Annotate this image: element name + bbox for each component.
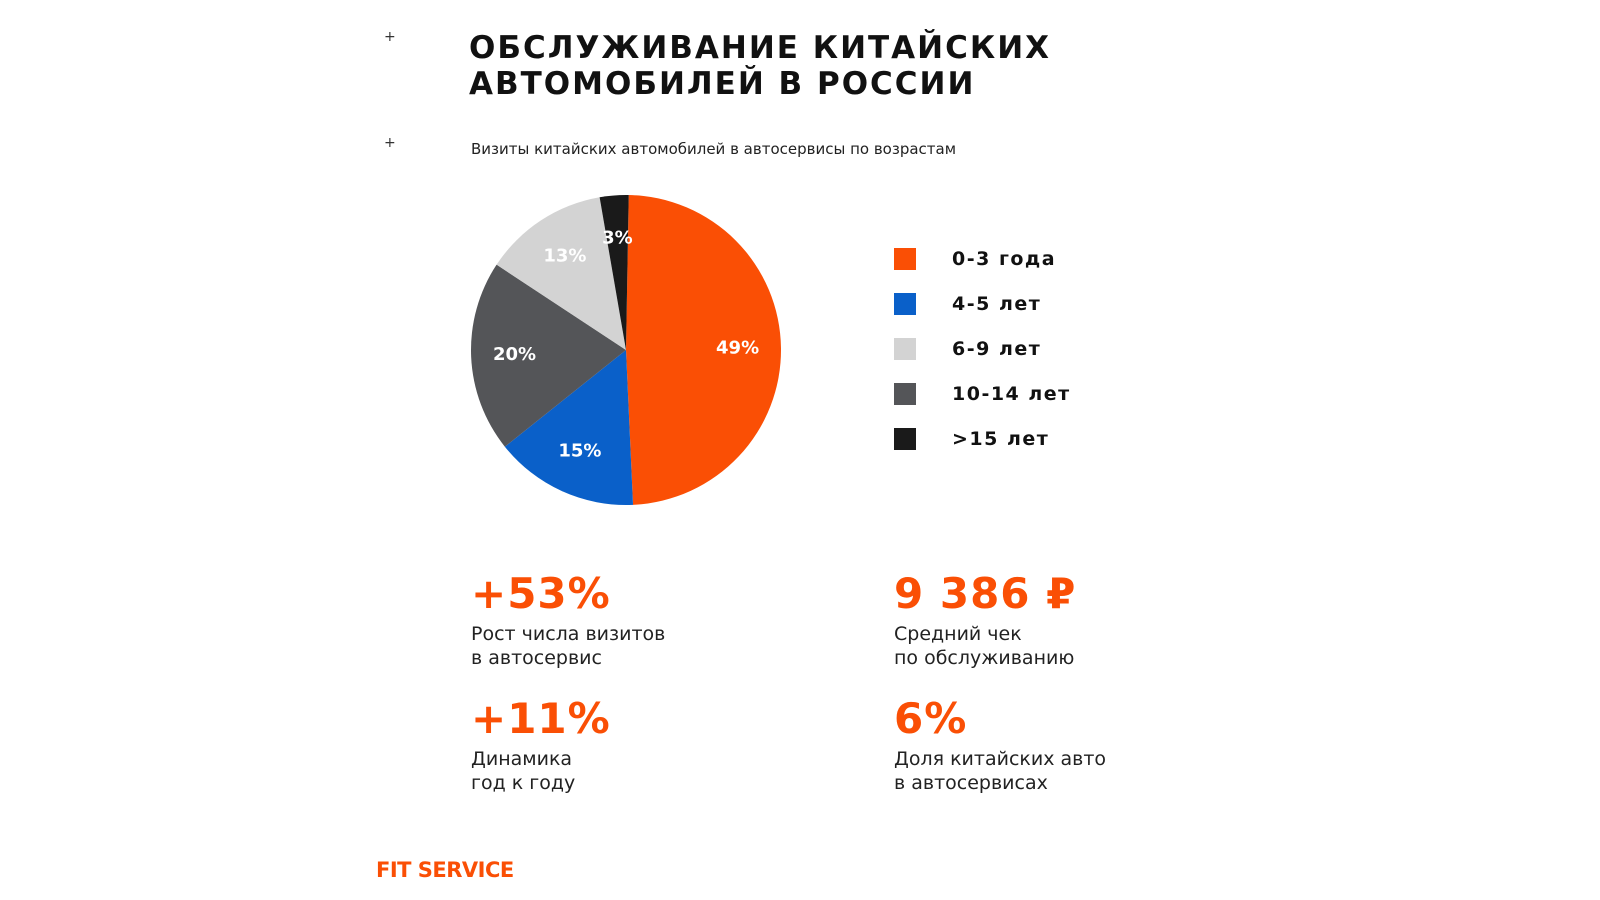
- stat-average-check: 9 386 ₽ Средний чек по обслуживанию: [894, 572, 1076, 670]
- pie-slice: [504, 350, 634, 505]
- pie-slice-label: 49%: [716, 337, 759, 358]
- pie-slice: [471, 264, 626, 447]
- stat-visit-growth: +53% Рост числа визитов в автосервис: [471, 572, 665, 670]
- pie-chart: 49% 15% 20% 13% 3%: [471, 195, 781, 505]
- legend-label: 10-14 лет: [952, 383, 1071, 405]
- stat-description: Динамика год к году: [471, 747, 611, 795]
- title-line-2: АВТОМОБИЛЕЙ В РОССИИ: [469, 66, 976, 102]
- legend-swatch: [894, 338, 916, 360]
- stat-description-line: Динамика: [471, 748, 573, 770]
- pie-slice-label: 13%: [543, 246, 586, 267]
- chart-subtitle: Визиты китайских автомобилей в автосерви…: [471, 140, 957, 158]
- stat-description-line: в автосервисах: [894, 772, 1048, 794]
- pie-slice-label: 15%: [558, 441, 601, 462]
- brand-logo: FIT SERVICE: [376, 858, 514, 882]
- page-title: ОБСЛУЖИВАНИЕ КИТАЙСКИХ АВТОМОБИЛЕЙ В РОС…: [469, 30, 1051, 102]
- legend-swatch: [894, 293, 916, 315]
- plus-mark: +: [384, 135, 396, 151]
- title-line-1: ОБСЛУЖИВАНИЕ КИТАЙСКИХ: [469, 30, 1052, 66]
- stat-yoy-dynamics: +11% Динамика год к году: [471, 697, 611, 795]
- legend-item: 10-14 лет: [894, 383, 1071, 405]
- plus-mark: +: [384, 29, 396, 45]
- pie-slice: [496, 197, 626, 350]
- stat-value: +11%: [471, 694, 611, 743]
- stat-value: 6%: [894, 694, 968, 743]
- pie-slice: [626, 195, 781, 505]
- stat-value: +53%: [471, 569, 611, 618]
- legend-swatch: [894, 248, 916, 270]
- legend-label: 0-3 года: [952, 248, 1057, 270]
- legend-swatch: [894, 428, 916, 450]
- legend-label: 6-9 лет: [952, 338, 1042, 360]
- stat-value: 9 386 ₽: [894, 569, 1077, 618]
- stat-description: Рост числа визитов в автосервис: [471, 622, 665, 670]
- stat-description-line: по обслуживанию: [894, 647, 1075, 669]
- legend-item: 4-5 лет: [894, 293, 1071, 315]
- stat-description-line: Доля китайских авто: [894, 748, 1107, 770]
- pie-slice-label: 20%: [493, 344, 536, 365]
- pie-slice: [599, 195, 629, 350]
- stat-chinese-share: 6% Доля китайских авто в автосервисах: [894, 697, 1106, 795]
- legend-swatch: [894, 383, 916, 405]
- legend-item: >15 лет: [894, 428, 1071, 450]
- chart-legend: 0-3 года 4-5 лет 6-9 лет 10-14 лет >15 л…: [894, 248, 1071, 473]
- legend-item: 0-3 года: [894, 248, 1071, 270]
- legend-label: 4-5 лет: [952, 293, 1042, 315]
- legend-label: >15 лет: [952, 428, 1050, 450]
- stat-description-line: в автосервис: [471, 647, 602, 669]
- stat-description-line: Средний чек: [894, 623, 1022, 645]
- stat-description-line: год к году: [471, 772, 576, 794]
- pie-slice-label: 3%: [602, 228, 633, 249]
- stat-description: Средний чек по обслуживанию: [894, 622, 1076, 670]
- legend-item: 6-9 лет: [894, 338, 1071, 360]
- stat-description-line: Рост числа визитов: [471, 623, 666, 645]
- stat-description: Доля китайских авто в автосервисах: [894, 747, 1106, 795]
